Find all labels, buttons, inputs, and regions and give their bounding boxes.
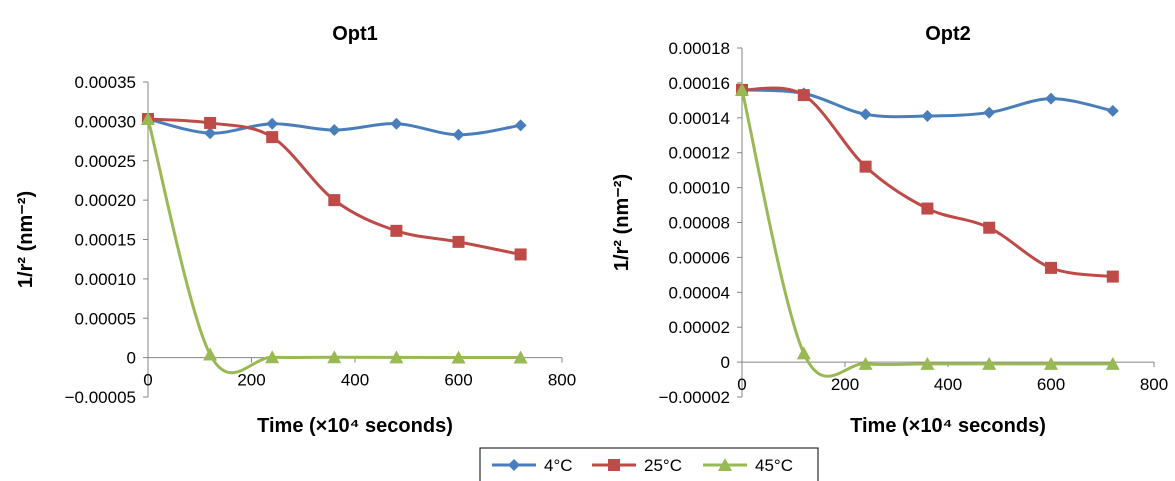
data-point xyxy=(266,131,279,144)
series-triangle xyxy=(735,82,1120,378)
series-square xyxy=(142,113,527,261)
legend-item: 25°C xyxy=(592,456,682,475)
data-point xyxy=(389,350,404,364)
data-point xyxy=(204,127,217,140)
legend-marker xyxy=(718,458,732,471)
x-tick-label: 800 xyxy=(548,371,576,390)
y-tick-label: 0.00025 xyxy=(75,152,136,171)
legend-box xyxy=(479,447,819,481)
series-line xyxy=(740,89,1113,378)
data-point xyxy=(390,224,403,237)
data-point xyxy=(328,124,341,137)
x-tick-label: 800 xyxy=(1140,375,1168,394)
y-tick-label: 0.00020 xyxy=(75,191,136,210)
y-tick-label: 0.00002 xyxy=(669,318,730,337)
legend-label: 45°C xyxy=(755,456,793,475)
data-point xyxy=(1105,356,1120,370)
data-point xyxy=(1106,104,1119,117)
data-point xyxy=(1045,92,1057,105)
y-tick-label: 0.00010 xyxy=(75,270,136,289)
x-axis-label: Time (×10⁴ seconds) xyxy=(850,415,1046,437)
legend-item: 4°C xyxy=(492,456,573,475)
y-tick-label: −0.00005 xyxy=(65,388,136,407)
y-tick-label: 0.00012 xyxy=(669,144,730,163)
data-point xyxy=(859,108,872,121)
data-point xyxy=(328,194,341,207)
y-tick-label: 0.00010 xyxy=(669,179,730,198)
data-point xyxy=(204,116,217,129)
data-point xyxy=(452,128,465,141)
data-point xyxy=(796,346,811,360)
y-tick-label: 0.00004 xyxy=(669,283,730,302)
data-point xyxy=(266,117,279,130)
data-point xyxy=(327,350,342,364)
data-point xyxy=(920,356,935,370)
data-point xyxy=(514,248,527,261)
legend-marker xyxy=(608,459,620,471)
x-tick-label: 400 xyxy=(934,375,962,394)
chart-opt1: −0.00005 0 0.00005 0.00010 0.00015 0.00020 0.0… xyxy=(15,23,576,437)
data-point xyxy=(983,221,996,234)
y-tick-label: 0.00015 xyxy=(75,231,136,250)
chart-opt2: −0.00002 0 0.00002 0.00004 0.00006 0.00008 0.0… xyxy=(611,23,1168,437)
data-point xyxy=(982,356,997,370)
data-point xyxy=(1045,261,1057,274)
x-tick-label: 600 xyxy=(1037,375,1065,394)
y-axis-label: 1/r² (nm⁻²) xyxy=(611,174,633,271)
data-point xyxy=(858,356,873,370)
chart-title: Opt1 xyxy=(332,23,378,45)
data-point xyxy=(452,235,465,248)
series-diamond xyxy=(142,113,527,141)
data-point xyxy=(265,350,280,364)
x-tick-label: 0 xyxy=(737,375,746,394)
data-point xyxy=(859,160,872,173)
y-tick-label: 0.00035 xyxy=(75,73,136,92)
data-point xyxy=(735,82,749,96)
data-point xyxy=(797,89,810,102)
legend: 4°C 25°C 45°C xyxy=(479,447,819,481)
y-tick-label: 0.00005 xyxy=(75,309,136,328)
y-tick-label: 0.00018 xyxy=(669,39,730,58)
data-point xyxy=(921,110,934,123)
y-tick-label: 0.00014 xyxy=(669,109,730,128)
data-point xyxy=(513,350,528,364)
data-point xyxy=(983,106,996,119)
legend-label: 4°C xyxy=(544,456,573,475)
y-tick-label: 0.00006 xyxy=(669,248,730,267)
data-point xyxy=(1044,356,1058,370)
y-tick-label: 0.00008 xyxy=(669,214,730,233)
data-point xyxy=(141,112,155,126)
x-tick-label: 0 xyxy=(143,371,152,390)
x-tick-label: 600 xyxy=(444,371,472,390)
data-point xyxy=(1106,270,1119,283)
y-tick-label: 0 xyxy=(127,349,136,368)
legend-item: 45°C xyxy=(703,456,793,475)
data-point xyxy=(203,347,218,361)
x-tick-label: 200 xyxy=(831,375,859,394)
y-tick-label: 0.00016 xyxy=(669,74,730,93)
legend-marker xyxy=(508,459,520,471)
y-tick-label: 0 xyxy=(721,353,730,372)
series-triangle xyxy=(141,112,528,375)
x-tick-label: 400 xyxy=(341,371,369,390)
legend-label: 25°C xyxy=(644,456,682,475)
y-axis-label: 1/r² (nm⁻²) xyxy=(15,191,37,288)
chart-title: Opt2 xyxy=(925,23,971,45)
series-line xyxy=(146,118,521,375)
data-point xyxy=(921,202,934,215)
data-point xyxy=(390,117,403,130)
y-tick-label: −0.00002 xyxy=(659,388,730,407)
x-axis-label: Time (×10⁴ seconds) xyxy=(257,415,453,437)
series-line xyxy=(147,117,521,256)
x-tick-label: 200 xyxy=(237,371,265,390)
data-point xyxy=(451,350,466,364)
data-point xyxy=(514,119,527,132)
y-tick-label: 0.00030 xyxy=(75,112,136,131)
